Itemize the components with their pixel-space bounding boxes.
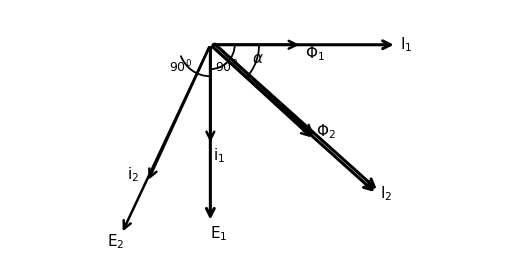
Text: I$_1$: I$_1$: [401, 35, 413, 53]
Text: E$_1$: E$_1$: [210, 223, 228, 242]
Text: i$_2$: i$_2$: [127, 165, 139, 183]
Text: I$_2$: I$_2$: [380, 183, 393, 202]
Text: $\Phi_1$: $\Phi_1$: [305, 44, 325, 63]
Text: E$_2$: E$_2$: [107, 232, 125, 250]
Text: i$_1$: i$_1$: [214, 146, 226, 165]
Text: 90$^0$: 90$^0$: [215, 59, 238, 75]
Text: $\Phi_2$: $\Phi_2$: [316, 122, 337, 140]
Text: 90$^0$: 90$^0$: [169, 59, 192, 75]
Text: $\alpha$: $\alpha$: [252, 51, 264, 66]
